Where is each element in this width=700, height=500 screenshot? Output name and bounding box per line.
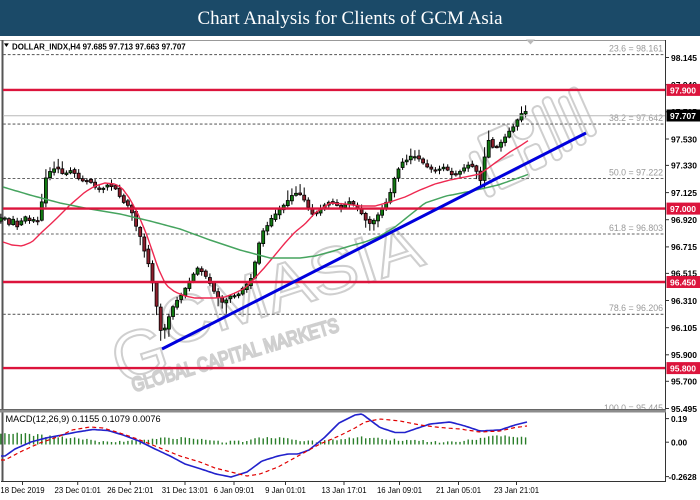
svg-text:0.19: 0.19 xyxy=(671,414,688,424)
svg-text:95.700: 95.700 xyxy=(671,377,697,387)
svg-text:95.800: 95.800 xyxy=(670,364,696,374)
svg-text:-0.2628: -0.2628 xyxy=(669,472,698,482)
svg-text:97.000: 97.000 xyxy=(670,204,696,214)
svg-text:61.8 = 96.803: 61.8 = 96.803 xyxy=(609,223,663,233)
svg-text:50.0 = 97.222: 50.0 = 97.222 xyxy=(609,167,663,177)
svg-text:6 Jan 09:01: 6 Jan 09:01 xyxy=(214,486,255,495)
svg-text:31 Dec 13:01: 31 Dec 13:01 xyxy=(162,486,208,495)
svg-text:23 Dec 01:01: 23 Dec 01:01 xyxy=(55,486,101,495)
svg-text:78.6 = 96.206: 78.6 = 96.206 xyxy=(609,303,663,313)
svg-text:97.530: 97.530 xyxy=(671,134,697,144)
svg-text:Chart Analysis for Clients of: Chart Analysis for Clients of GCM Asia xyxy=(197,8,503,29)
svg-text:96.310: 96.310 xyxy=(671,296,697,306)
svg-text:26 Dec 21:01: 26 Dec 21:01 xyxy=(107,486,153,495)
svg-text:96.920: 96.920 xyxy=(671,215,697,225)
svg-text:16 Jan 09:01: 16 Jan 09:01 xyxy=(377,486,422,495)
svg-text:MACD(12,26,9) 0.1155 0.1079 0.: MACD(12,26,9) 0.1155 0.1079 0.0076 xyxy=(6,414,161,424)
svg-text:18 Dec 2019: 18 Dec 2019 xyxy=(0,486,44,495)
svg-text:98.145: 98.145 xyxy=(671,53,697,63)
svg-text:9 Jan 01:01: 9 Jan 01:01 xyxy=(265,486,306,495)
svg-text:0.00: 0.00 xyxy=(671,438,688,448)
svg-text:13 Jan 17:01: 13 Jan 17:01 xyxy=(321,486,366,495)
svg-text:96.515: 96.515 xyxy=(671,269,697,279)
svg-text:97.125: 97.125 xyxy=(671,188,697,198)
svg-text:96.450: 96.450 xyxy=(670,277,696,287)
svg-text:23.6 = 98.161: 23.6 = 98.161 xyxy=(609,43,663,53)
svg-text:96.105: 96.105 xyxy=(671,323,697,333)
svg-text:38.2 = 97.642: 38.2 = 97.642 xyxy=(609,113,663,123)
svg-text:97.707: 97.707 xyxy=(670,111,696,121)
svg-text:DOLLAR_INDX,H4 97.685 97.713: DOLLAR_INDX,H4 97.685 97.713 97.663 97.7… xyxy=(12,43,186,52)
svg-text:96.715: 96.715 xyxy=(671,242,697,252)
svg-text:100.0 = 95.445: 100.0 = 95.445 xyxy=(604,403,663,413)
svg-text:95.495: 95.495 xyxy=(671,404,697,414)
svg-text:23 Jan 21:01: 23 Jan 21:01 xyxy=(494,486,539,495)
svg-text:97.330: 97.330 xyxy=(671,161,697,171)
svg-text:97.900: 97.900 xyxy=(670,85,696,95)
svg-text:95.900: 95.900 xyxy=(671,350,697,360)
svg-text:21 Jan 05:01: 21 Jan 05:01 xyxy=(436,486,481,495)
